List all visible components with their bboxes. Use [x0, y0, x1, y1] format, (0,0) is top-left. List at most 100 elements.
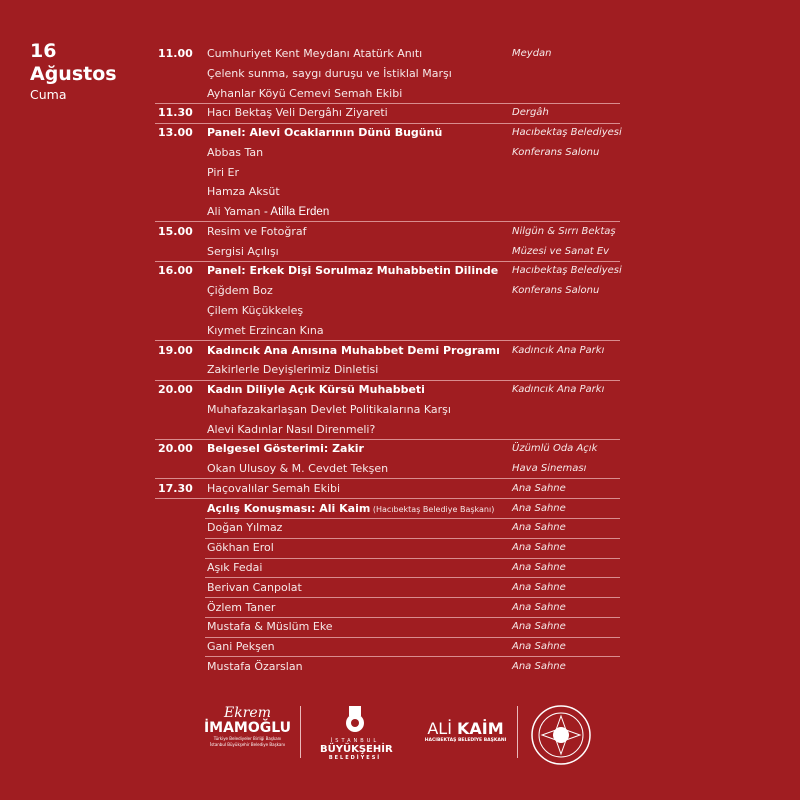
- event-location: Ana Sahne: [512, 562, 566, 574]
- event-text: Haçovalılar Semah Ekibi: [207, 481, 341, 495]
- event-location: Üzümlü Oda Açık: [512, 443, 598, 455]
- event-text: Gökhan Erol: [207, 541, 274, 555]
- event-text: Zakirlerle Deyişlerimiz Dinletisi: [207, 363, 379, 377]
- logo-text: BÜYÜKŞEHİR: [320, 744, 393, 755]
- event-text: Panel: Erkek Dişi Sorulmaz Muhabbetin Di…: [207, 264, 499, 278]
- event-time: 15.00: [158, 224, 193, 238]
- row-divider: [155, 438, 620, 440]
- event-text: Panel: Alevi Ocaklarının Dünü Bugünü: [207, 126, 443, 140]
- event-location: Meydan: [512, 48, 552, 59]
- event-line: Çelenk sunma, saygı duruşu ve İstiklal M…: [207, 64, 452, 84]
- month: Ağustos: [30, 63, 117, 85]
- event-text: Hamza Aksüt: [207, 185, 280, 199]
- ali-kaim-logo: ALİ KAİM HACIBEKTAŞ BELEDİYE BAŞKANI: [418, 719, 513, 744]
- row-divider: [205, 537, 620, 539]
- event-location: Ana Sahne: [512, 542, 566, 554]
- event-text: Kıymet Erzincan Kına: [207, 323, 324, 337]
- event-line: Piri Er: [207, 163, 239, 183]
- event-line: Çiğdem Boz: [207, 281, 273, 301]
- event-text: Sergisi Açılışı: [207, 244, 279, 258]
- event-text: Ayhanlar Köyü Cemevi Semah Ekibi: [207, 86, 403, 100]
- event-location: Ana Sahne: [512, 621, 566, 633]
- event-text: Aşık Fedai: [207, 561, 263, 575]
- row-divider: [205, 557, 620, 559]
- event-location: Ana Sahne: [512, 641, 566, 653]
- event-location: Ana Sahne: [512, 502, 566, 514]
- event-line: Zakirlerle Deyişlerimiz Dinletisi: [207, 360, 378, 380]
- event-time: 20.00: [158, 442, 193, 456]
- row-divider: [155, 122, 620, 124]
- event-line: Mustafa & Müslüm Eke: [207, 617, 333, 637]
- event-location: Ana Sahne: [512, 581, 566, 593]
- row-divider: [155, 260, 620, 262]
- event-text: Çelenk sunma, saygı duruşu ve İstiklal M…: [207, 66, 452, 80]
- row-divider: [155, 102, 620, 104]
- event-text: Çilem Küçükkeleş: [207, 304, 304, 317]
- event-text: Piri Er: [207, 165, 239, 179]
- event-line: Ali Yaman - Atilla Erden: [207, 202, 329, 222]
- ibb-logo: İSTANBUL BÜYÜKŞEHİR BELEDİYESİ: [320, 704, 393, 761]
- event-line: Hamza Aksüt: [207, 182, 280, 202]
- event-text: (Hacıbektaş Belediye Başkanı): [370, 504, 495, 514]
- row-divider: [155, 498, 620, 500]
- event-text: Kadıncık Ana Anısına Muhabbet Demi Progr…: [207, 343, 500, 357]
- event-text: Muhafazakarlaşan Devlet Politikalarına K…: [207, 402, 451, 416]
- event-text: Açılış Konuşması: Ali Kaim: [207, 501, 371, 515]
- event-location: Nilgün & Sırrı Bektaş: [512, 225, 616, 237]
- event-location: Ana Sahne: [512, 522, 566, 534]
- divider: [300, 706, 301, 758]
- event-line: Abbas Tan: [207, 143, 263, 163]
- event-line: Kıymet Erzincan Kına: [207, 321, 324, 341]
- event-text: Mustafa Özarslan: [207, 659, 303, 673]
- logo-text: İSTANBUL: [330, 738, 380, 744]
- event-line: Okan Ulusoy & M. Cevdet Tekşen: [207, 459, 388, 479]
- row-divider: [205, 656, 620, 658]
- row-divider: [155, 221, 620, 223]
- event-text: Gani Pekşen: [207, 640, 275, 654]
- event-line: Resim ve Fotoğraf: [207, 222, 307, 242]
- row-divider: [155, 340, 620, 342]
- ibb-emblem-icon: [346, 706, 364, 732]
- row-divider: [205, 636, 620, 638]
- row-divider: [205, 517, 620, 519]
- event-location: Konferans Salonu: [512, 285, 600, 297]
- event-line: Belgesel Gösterimi: Zakir: [207, 439, 364, 459]
- event-line: Mustafa Özarslan: [207, 657, 303, 677]
- event-text: Cumhuriyet Kent Meydanı Atatürk Anıtı: [207, 47, 423, 60]
- event-location: Konferans Salonu: [512, 146, 600, 158]
- event-location: Ana Sahne: [512, 601, 566, 613]
- event-line: Gökhan Erol: [207, 538, 274, 558]
- event-line: Çilem Küçükkeleş: [207, 301, 303, 321]
- logo-sub: HACIBEKTAŞ BELEDİYE BAŞKANI: [424, 738, 507, 743]
- date-block: 16 Ağustos Cuma: [30, 40, 117, 104]
- event-line: Aşık Fedai: [207, 558, 262, 578]
- event-text: Okan Ulusoy & M. Cevdet Tekşen: [207, 462, 389, 476]
- event-line: Haçovalılar Semah Ekibi: [207, 479, 340, 499]
- event-line: Doğan Yılmaz: [207, 518, 282, 538]
- event-location: Kadıncık Ana Parkı: [512, 384, 605, 396]
- event-text: Alevi Kadınlar Nasıl Direnmeli?: [207, 422, 376, 436]
- logo-sub: İstanbul Büyükşehir Belediye Başkanı: [209, 742, 286, 747]
- event-line: Sergisi Açılışı: [207, 242, 279, 262]
- event-text: Mustafa & Müslüm Eke: [207, 620, 333, 634]
- imamoglu-logo: Ekrem İMAMOĞLU Türkiye Belediyeler Birli…: [200, 706, 295, 748]
- event-time: 19.00: [158, 343, 193, 357]
- row-divider: [205, 616, 620, 618]
- weekday: Cuma: [30, 87, 67, 102]
- logo-first: ALİ: [427, 719, 452, 738]
- row-divider: [205, 597, 620, 599]
- event-location: Hava Sineması: [512, 463, 587, 475]
- event-text: Hacı Bektaş Veli Dergâhı Ziyareti: [207, 106, 388, 120]
- event-line: Muhafazakarlaşan Devlet Politikalarına K…: [207, 400, 451, 420]
- event-time: 11.00: [158, 47, 193, 60]
- event-text: Resim ve Fotoğraf: [207, 224, 307, 238]
- signature: Ekrem: [224, 705, 271, 721]
- event-time: 13.00: [158, 126, 193, 140]
- row-divider: [205, 577, 620, 579]
- event-location: Hacıbektaş Belediyesi: [512, 127, 622, 139]
- event-line: Gani Pekşen: [207, 637, 275, 657]
- event-line: Berivan Canpolat: [207, 578, 302, 598]
- footer-logos: Ekrem İMAMOĞLU Türkiye Belediyeler Birli…: [0, 700, 800, 770]
- event-text: Doğan Yılmaz: [207, 521, 283, 535]
- event-line: Panel: Alevi Ocaklarının Dünü Bugünü: [207, 123, 442, 143]
